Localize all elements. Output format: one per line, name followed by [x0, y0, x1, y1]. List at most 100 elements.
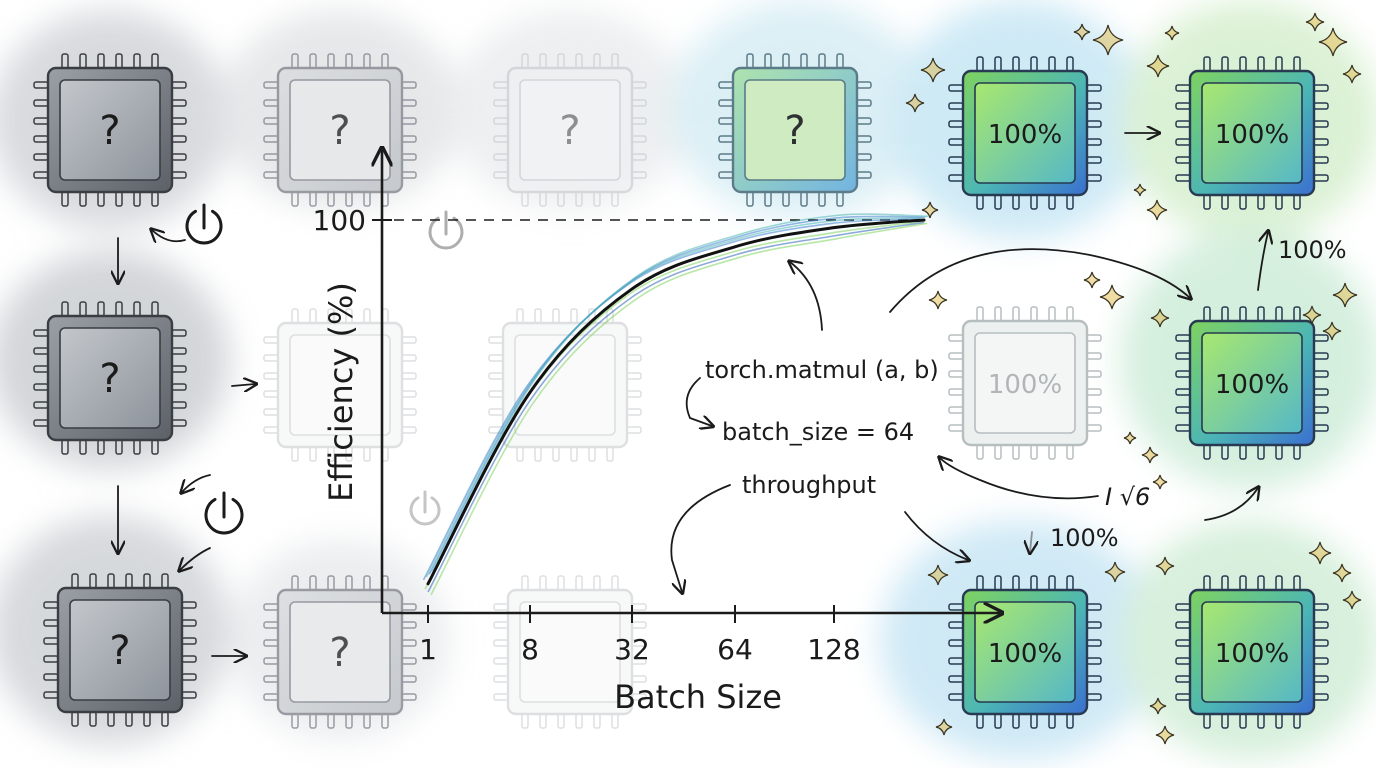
- chip-pin: [631, 117, 647, 125]
- chip-pin: [948, 406, 964, 414]
- chip-icon: ?: [263, 53, 417, 207]
- arrow-icon: [889, 248, 1190, 313]
- curve-scribble: [427, 221, 925, 593]
- chip-pin: [488, 336, 504, 344]
- chip-icon: ?: [33, 53, 187, 207]
- chip-pin: [611, 575, 619, 591]
- chip-pin: [976, 306, 984, 322]
- chip-pin: [291, 446, 299, 462]
- power-icon: [204, 491, 244, 535]
- chip-pin: [493, 603, 509, 611]
- sparkle-icon: [1164, 25, 1180, 41]
- chip-pin: [588, 446, 596, 462]
- chip-pin: [1086, 352, 1102, 360]
- chip-pin: [263, 390, 279, 398]
- chip-pin: [263, 408, 279, 416]
- x-tick-label: 128: [807, 633, 860, 666]
- sparkle-icon: [921, 201, 939, 219]
- chip-pin: [493, 135, 509, 143]
- floating-percent-label: 100%: [1050, 524, 1119, 552]
- chip-die: [1201, 82, 1303, 184]
- chip-pin: [1030, 306, 1038, 322]
- chip-icon: ?: [43, 573, 197, 727]
- chip-pin: [539, 575, 547, 591]
- curve-scribble: [428, 215, 926, 575]
- chip-body: [276, 321, 404, 449]
- chip-pin: [631, 171, 647, 179]
- chip-pin: [994, 444, 1002, 460]
- chip-die: [59, 327, 161, 429]
- sparkle-icon: [928, 290, 948, 310]
- chip-pin: [557, 53, 565, 69]
- power-icon: [428, 210, 464, 250]
- sparkle-icon: [935, 718, 953, 736]
- chip-icon: 100%: [948, 575, 1102, 729]
- chip-percent-label: 100%: [988, 639, 1062, 669]
- chip-pin: [626, 336, 642, 344]
- sparkle-icon: [1123, 431, 1137, 445]
- chip-pin: [516, 446, 524, 462]
- chip-pin: [1066, 444, 1074, 460]
- chip-pin: [327, 446, 335, 462]
- chip-pin: [521, 191, 529, 207]
- chip-pin: [493, 99, 509, 107]
- chip-pin: [521, 575, 529, 591]
- sparkle-icon: [1099, 284, 1125, 310]
- chip-pin: [631, 99, 647, 107]
- chip-icon: ?: [718, 53, 872, 207]
- chip-pin: [345, 446, 353, 462]
- chip-unknown-label: ?: [99, 356, 120, 402]
- arrow-icon: [685, 377, 712, 426]
- scribble-annotation: I √6: [1105, 483, 1150, 511]
- chip-pin: [626, 354, 642, 362]
- chip-body: [506, 66, 634, 194]
- sparkle-icon: [1342, 64, 1362, 84]
- chip-unknown-label: ?: [329, 630, 350, 676]
- chip-pin: [263, 426, 279, 434]
- chip-pin: [493, 639, 509, 647]
- chip-pin: [493, 117, 509, 125]
- arrow-icon: [904, 511, 968, 560]
- chip-pin: [948, 424, 964, 432]
- chip-pin: [493, 693, 509, 701]
- chip-pin: [1048, 306, 1056, 322]
- sparkle-icon: [1305, 12, 1325, 32]
- chip-pin: [309, 446, 317, 462]
- curve-scribble: [430, 222, 928, 596]
- chip-body: [501, 321, 629, 449]
- chip-pin: [631, 81, 647, 89]
- chip-pin: [593, 575, 601, 591]
- chip-pin: [263, 336, 279, 344]
- chip-unknown-label: ?: [99, 108, 120, 154]
- sparkle-icon: [1318, 27, 1348, 57]
- sparkle-icon: [1155, 725, 1175, 745]
- chip-pin: [552, 308, 560, 324]
- sparkle-icon: [1149, 697, 1167, 715]
- x-tick-label: 64: [717, 633, 753, 666]
- chip-die: [519, 601, 621, 703]
- sparkle-icon: [1150, 308, 1170, 328]
- chip-pin: [631, 657, 647, 665]
- chip-pin: [626, 408, 642, 416]
- chip-icon: 100%: [948, 306, 1102, 460]
- chip-icon: [263, 308, 417, 462]
- chip-pin: [1086, 406, 1102, 414]
- chip-pin: [488, 354, 504, 362]
- arrow-icon: [790, 262, 823, 331]
- chip-die: [519, 79, 621, 181]
- chip-pin: [976, 444, 984, 460]
- chip-pin: [631, 675, 647, 683]
- chip-pin: [611, 713, 619, 729]
- batch-size-annotation: batch_size = 64: [722, 418, 914, 446]
- chip-pin: [401, 408, 417, 416]
- chip-icon: [493, 575, 647, 729]
- chip-pin: [948, 388, 964, 396]
- chip-icon: [488, 308, 642, 462]
- chip-pin: [575, 575, 583, 591]
- chip-die: [744, 79, 846, 181]
- arrow-icon: [231, 384, 255, 386]
- chip-pin: [626, 372, 642, 380]
- sparkle-icon: [1133, 183, 1147, 197]
- chip-pin: [1086, 370, 1102, 378]
- chip-pin: [611, 191, 619, 207]
